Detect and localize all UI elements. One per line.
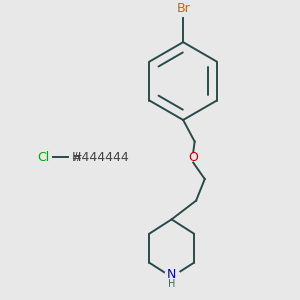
Text: #444444: #444444	[71, 151, 128, 164]
Text: H: H	[72, 151, 82, 164]
Text: O: O	[188, 151, 198, 164]
Text: N: N	[167, 268, 176, 281]
Text: H: H	[168, 279, 175, 289]
Text: Cl: Cl	[38, 151, 50, 164]
Text: Br: Br	[176, 2, 190, 15]
